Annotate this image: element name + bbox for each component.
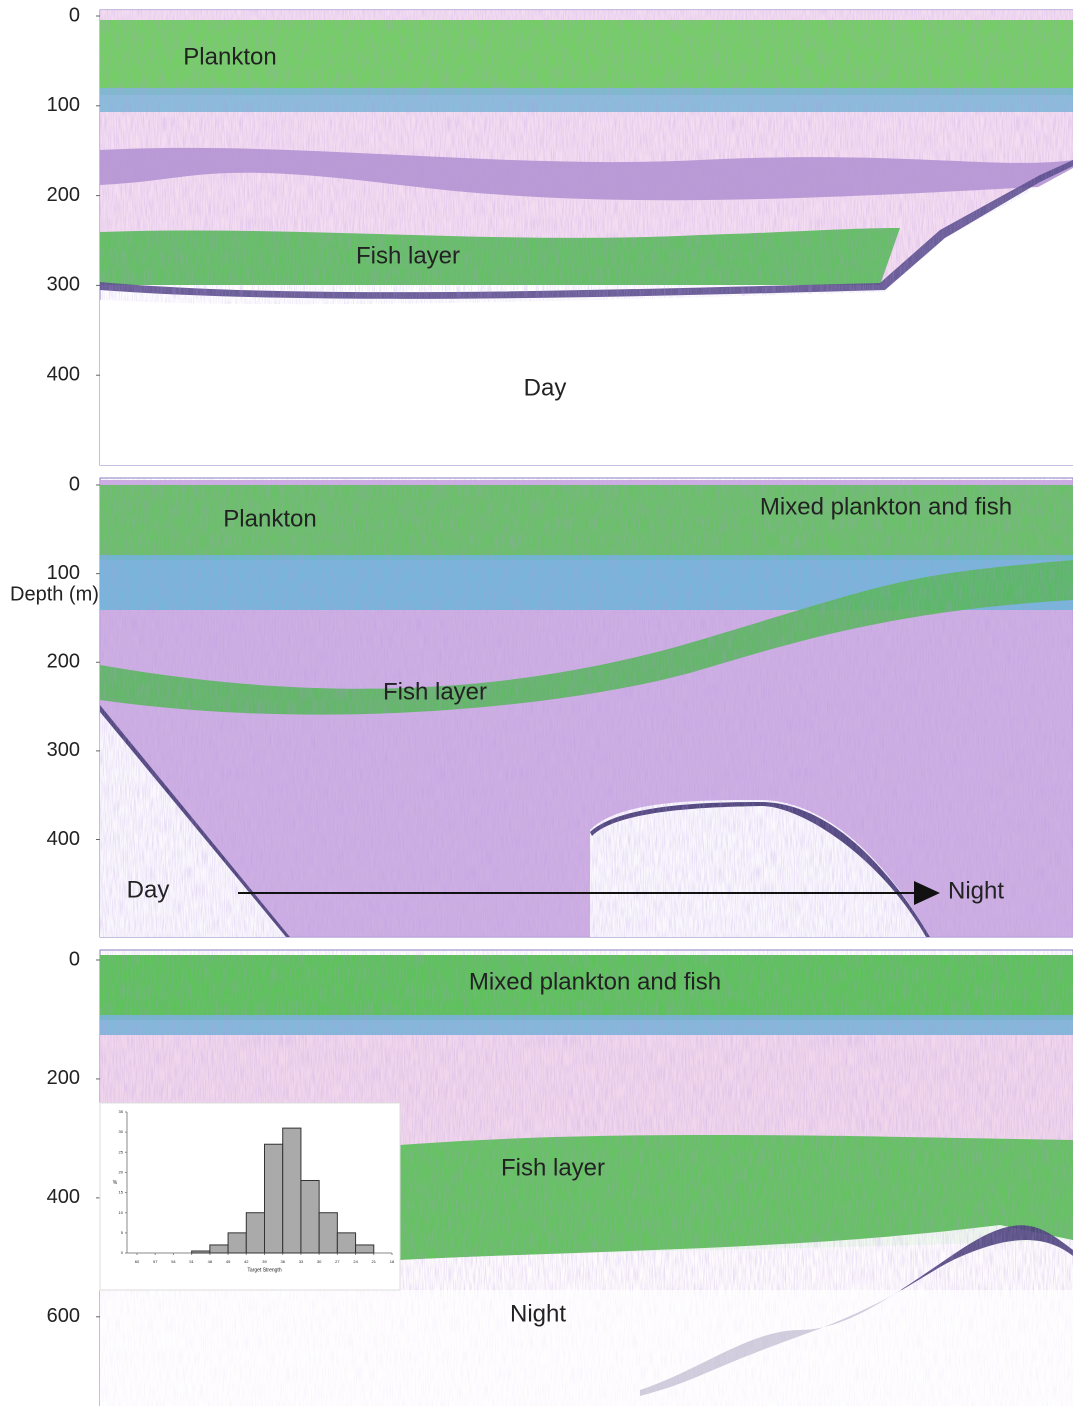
y-tick-label: 200: [47, 1067, 80, 1089]
y-tick-label: 20: [119, 1169, 124, 1174]
echogram-label: Plankton: [223, 505, 316, 532]
echogram-label: Plankton: [183, 43, 276, 70]
bar: [265, 1144, 283, 1253]
echogram-label: Mixed plankton and fish: [469, 968, 721, 995]
page: Depth (m) 0 100 200 300 400 0 100 200 300 400 0 200…: [0, 0, 1073, 1406]
y-tick-label: 0: [69, 948, 80, 970]
bar: [356, 1245, 374, 1253]
y-tick-label: 300: [47, 274, 80, 296]
x-tick-label: 18: [390, 1259, 395, 1264]
y-tick-label: 25: [119, 1149, 124, 1154]
y-tick-label: 10: [119, 1210, 124, 1215]
echo-texture: [100, 478, 1073, 937]
bar: [319, 1213, 337, 1253]
y-tick-label: 100: [47, 94, 80, 116]
x-tick-label: 60: [135, 1259, 140, 1264]
x-tick-label: 39: [262, 1259, 267, 1264]
x-tick-label: 24: [353, 1259, 358, 1264]
seabed-white: [100, 1290, 1073, 1406]
x-tick-label: 42: [244, 1259, 249, 1264]
x-tick-label: 51: [189, 1259, 194, 1264]
y-tick-label: 0: [69, 4, 80, 26]
figure: Depth (m) 0 100 200 300 400 0 100 200 300 400 0 200…: [0, 0, 1073, 1406]
bar: [337, 1233, 355, 1253]
y-tick-label: 15: [119, 1190, 124, 1195]
echogram-label: Night: [948, 877, 1004, 904]
y-tick-label: 200: [47, 651, 80, 673]
x-tick-label: 27: [335, 1259, 340, 1264]
echogram-label: Night: [510, 1300, 566, 1327]
y-tick-label: 200: [47, 184, 80, 206]
bar: [283, 1128, 301, 1253]
y-tick-label: 400: [47, 363, 80, 385]
y-axis-label: %: [113, 1180, 118, 1186]
echogram-label: Day: [524, 374, 567, 401]
x-tick-label: 30: [317, 1259, 322, 1264]
y-tick-label: 600: [47, 1305, 80, 1327]
x-tick-label: 54: [171, 1259, 176, 1264]
y-tick-label: 300: [47, 739, 80, 761]
x-tick-label: 36: [280, 1259, 285, 1264]
x-axis-label: Target Strength: [247, 1267, 281, 1273]
x-tick-label: 48: [208, 1259, 213, 1264]
echogram-label: Fish layer: [356, 242, 460, 269]
echogram-label: Day: [127, 876, 170, 903]
bar: [301, 1180, 319, 1253]
y-tick-label: 400: [47, 828, 80, 850]
y-tick-label: 400: [47, 1186, 80, 1208]
x-tick-label: 33: [299, 1259, 304, 1264]
x-tick-label: 57: [153, 1259, 158, 1264]
y-tick-label: 35: [119, 1109, 124, 1114]
echogram-label: Fish layer: [383, 678, 487, 705]
y-tick-label: 100: [47, 562, 80, 584]
bar: [210, 1245, 228, 1253]
depth-label: Depth (m): [10, 583, 99, 605]
y-tick-label: 0: [69, 473, 80, 495]
y-tick-label: 30: [119, 1129, 124, 1134]
echogram-label: Fish layer: [501, 1154, 605, 1181]
bar: [228, 1233, 246, 1253]
echogram-label: Mixed plankton and fish: [760, 493, 1012, 520]
bar: [192, 1251, 210, 1253]
x-tick-label: 45: [226, 1259, 231, 1264]
bar: [246, 1213, 264, 1253]
x-tick-label: 21: [372, 1259, 377, 1264]
